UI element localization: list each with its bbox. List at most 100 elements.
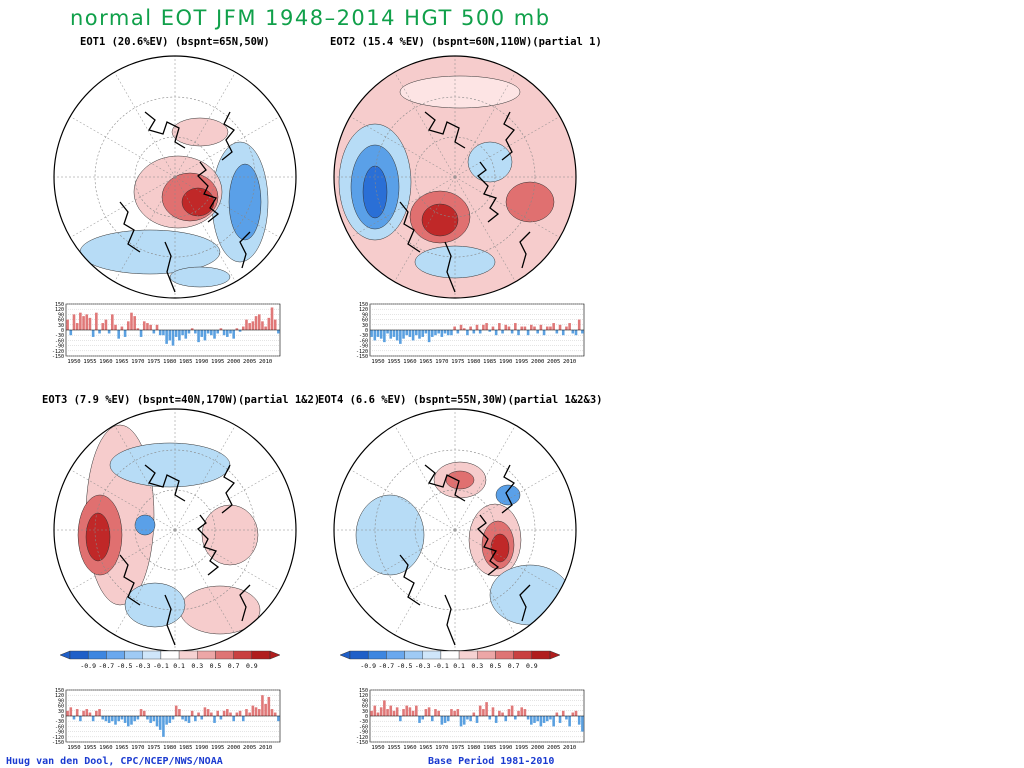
bar xyxy=(552,716,555,727)
x-tick-label: 2010 xyxy=(259,745,272,751)
y-tick-label: -150 xyxy=(52,740,64,746)
x-tick-label: 1960 xyxy=(99,359,112,365)
bar xyxy=(241,716,245,722)
bar xyxy=(194,330,197,334)
bar xyxy=(146,323,149,330)
bar xyxy=(98,709,101,716)
bar xyxy=(126,716,130,727)
bar xyxy=(101,323,105,330)
y-tick-label: 120 xyxy=(55,307,64,313)
longitude-line xyxy=(174,176,236,282)
bar xyxy=(549,326,552,330)
bar xyxy=(446,330,450,336)
coastline xyxy=(424,111,466,149)
longitude-line xyxy=(394,176,456,282)
bar xyxy=(494,330,498,336)
bar xyxy=(257,709,261,716)
longitude-line xyxy=(454,176,516,282)
bar xyxy=(558,716,562,723)
bar xyxy=(222,330,226,336)
x-tick-label: 1955 xyxy=(83,359,96,365)
colorbar-label: -0.5 xyxy=(117,662,133,670)
longitude-line xyxy=(394,425,456,531)
x-tick-label: 2005 xyxy=(243,745,256,751)
bar xyxy=(213,716,216,723)
anomaly-contour xyxy=(355,494,425,576)
eot2-polar-map xyxy=(333,55,577,299)
x-tick-label: 1985 xyxy=(483,745,496,751)
colorbar-swatch xyxy=(251,650,271,660)
longitude-line xyxy=(114,529,176,635)
bar xyxy=(277,716,280,722)
colorbar-swatch xyxy=(404,650,423,660)
colorbar-swatch xyxy=(178,650,198,660)
anomaly-contour xyxy=(421,203,459,237)
page-title: normal EOT JFM 1948–2014 HGT 500 mb xyxy=(70,6,551,30)
y-tick-label: 0 xyxy=(365,714,368,720)
bar xyxy=(437,330,440,334)
bar xyxy=(386,709,389,716)
coastline xyxy=(519,231,531,269)
bar xyxy=(395,330,399,341)
bar xyxy=(123,716,127,723)
longitude-line xyxy=(454,72,516,178)
bar xyxy=(424,330,428,334)
longitude-line xyxy=(454,425,516,531)
y-tick-label: 120 xyxy=(359,693,368,699)
bar xyxy=(462,716,466,725)
bar xyxy=(408,707,412,716)
bar xyxy=(155,716,159,727)
panel-title-eot4: EOT4 (6.6 %EV) (bspnt=55N,30W)(partial 1… xyxy=(318,394,603,406)
bar xyxy=(226,709,229,716)
bar xyxy=(504,324,508,330)
bar xyxy=(549,716,552,720)
longitude-line xyxy=(350,529,456,591)
bar xyxy=(162,716,165,737)
bar xyxy=(389,705,393,716)
x-tick-label: 1960 xyxy=(403,745,416,751)
bar xyxy=(95,710,98,716)
bar xyxy=(238,330,242,332)
bar xyxy=(386,330,389,334)
bar xyxy=(149,324,152,330)
coastline xyxy=(144,111,186,149)
anomaly-contour xyxy=(171,117,229,147)
bar xyxy=(203,330,207,341)
bar xyxy=(459,324,463,330)
longitude-line xyxy=(70,116,176,178)
y-tick-label: 90 xyxy=(362,312,368,318)
bar xyxy=(523,326,527,330)
bar xyxy=(459,716,463,727)
coastline xyxy=(144,464,186,502)
anomaly-contour xyxy=(124,582,186,628)
x-tick-label: 1950 xyxy=(371,359,384,365)
bar xyxy=(232,716,235,722)
longitude-line xyxy=(174,469,280,531)
bar xyxy=(248,323,251,330)
x-tick-label: 1980 xyxy=(467,745,480,751)
bar xyxy=(79,312,82,330)
x-tick-label: 1990 xyxy=(195,745,208,751)
colorbar-label: 0.7 xyxy=(508,662,520,670)
bar xyxy=(530,716,533,725)
x-tick-label: 2005 xyxy=(243,359,256,365)
x-tick-label: 1960 xyxy=(403,359,416,365)
bar xyxy=(226,330,229,337)
bar xyxy=(466,716,469,720)
colorbar-label: -0.1 xyxy=(153,662,169,670)
anomaly-contour xyxy=(85,512,111,562)
y-tick-label: -60 xyxy=(359,338,368,344)
bar xyxy=(190,710,194,716)
y-tick-label: -60 xyxy=(359,724,368,730)
bar xyxy=(383,330,386,343)
longitude-line xyxy=(454,529,516,635)
longitude-line xyxy=(394,72,456,178)
bar xyxy=(75,323,79,330)
coastline xyxy=(164,241,176,293)
longitude-line xyxy=(174,529,236,635)
bar xyxy=(229,712,232,716)
x-tick-label: 1975 xyxy=(147,745,160,751)
bar xyxy=(379,707,383,716)
bar xyxy=(69,707,73,716)
